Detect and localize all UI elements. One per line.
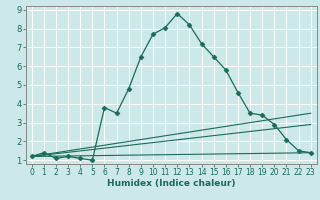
X-axis label: Humidex (Indice chaleur): Humidex (Indice chaleur)	[107, 179, 236, 188]
